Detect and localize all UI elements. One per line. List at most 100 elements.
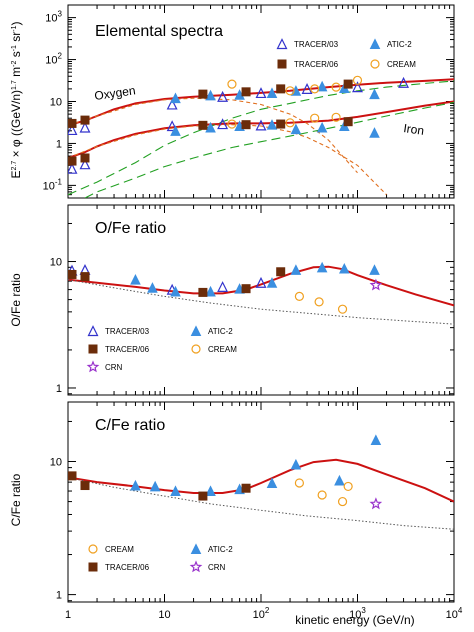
data-point [290,264,302,275]
data-point [352,81,363,93]
data-point [398,76,410,88]
model-curve [68,279,454,325]
data-point [266,277,278,288]
data-point [79,121,91,133]
data-point [149,480,161,492]
data-point [339,262,350,274]
data-point [80,481,90,491]
data-point [369,88,380,100]
data-point [170,485,181,497]
data-point [68,118,77,128]
legend-label: CREAM [208,345,237,354]
legend-label: CRN [105,363,123,372]
data-point [369,127,380,138]
data-point [294,291,305,302]
model-curve [68,265,454,307]
data-point [331,112,341,122]
y-axis-title: E2.7 × φ ((GeV/n)1.7 m-2 s-1 sr-1) [9,21,23,178]
data-point [130,479,141,491]
curve-annotation: Iron [403,121,425,138]
data-point [241,483,251,493]
data-point [80,272,90,282]
data-point [285,86,295,96]
data-point [266,87,278,98]
curve-annotation: Oxygen [93,83,136,103]
y-tick-label: 10 [50,457,62,469]
legend-marker [190,325,202,336]
y-axis-title: C/Fe ratio [9,473,23,526]
data-point [255,119,267,131]
data-point [294,478,305,488]
model-curve [68,124,387,196]
data-point [68,269,77,279]
data-point [276,267,286,277]
legend-marker [369,38,381,49]
data-point [68,162,78,174]
c-fe-ratio-panel: 1 10 1 10 102 103 104 CREAM ATIC-2 TRACER/06 CRN C/… [9,401,463,621]
legend-marker [189,560,203,573]
legend-label: CRN [208,563,226,572]
legend-marker [88,544,98,554]
legend-label: CREAM [105,545,134,554]
data-point [68,471,77,481]
model-curve [68,458,454,503]
legend-marker [276,38,288,50]
data-point [205,285,216,297]
x-axis-title: kinetic energy (GeV/n) [295,613,414,627]
y-tick-label: 10 [50,97,62,109]
data-point [266,119,278,130]
y-tick-label: 1 [56,590,62,602]
data-point [170,125,181,136]
panel-title: Elemental spectra [95,23,223,40]
data-point [166,98,178,110]
data-point [255,87,267,99]
data-point [227,79,237,89]
data-point [343,79,353,89]
y-tick-label: 102 [45,52,62,67]
x-tick-label: 104 [446,606,463,621]
legend-marker [277,59,287,69]
data-point [80,153,90,163]
data-point [217,118,229,130]
data-point [255,276,267,288]
data-point [227,119,237,129]
data-point [198,287,208,297]
x-tick-label: 1 [65,609,71,621]
legend-label: ATIC-2 [387,40,412,49]
legend-label: TRACER/06 [105,563,150,572]
data-point [170,92,181,104]
data-point [343,117,353,127]
data-point [337,496,348,507]
data-point [316,261,328,273]
panel-title: O/Fe ratio [95,220,166,237]
legend-marker [190,543,202,554]
data-point [241,120,251,130]
data-point [266,477,278,488]
y-tick-label: 10-1 [43,177,63,192]
model-curve [84,101,454,198]
data-point [310,84,320,94]
legend-label: CREAM [387,60,416,69]
data-point [316,121,328,133]
y-tick-label: 1 [56,383,62,395]
data-point [166,120,178,132]
legend-label: TRACER/06 [294,60,339,69]
data-point [80,115,90,125]
data-point [310,113,320,123]
data-point [217,281,229,293]
y-axis-title: O/Fe ratio [9,273,23,327]
y-tick-label: 1 [56,138,62,150]
data-point [352,75,363,85]
data-point [290,123,302,135]
data-point [276,119,286,129]
data-point [68,156,77,166]
data-point [290,458,302,470]
data-point [301,83,313,94]
panel-title: C/Fe ratio [95,417,165,434]
y-tick-label: 103 [45,10,62,25]
data-point [198,120,208,130]
legend-label: ATIC-2 [208,545,233,554]
legend-label: TRACER/06 [105,345,150,354]
o-fe-ratio-panel: 1 10 TRACER/03 ATIC-2 TRACER/06 CREAM CRN O/Fe … [9,204,455,396]
